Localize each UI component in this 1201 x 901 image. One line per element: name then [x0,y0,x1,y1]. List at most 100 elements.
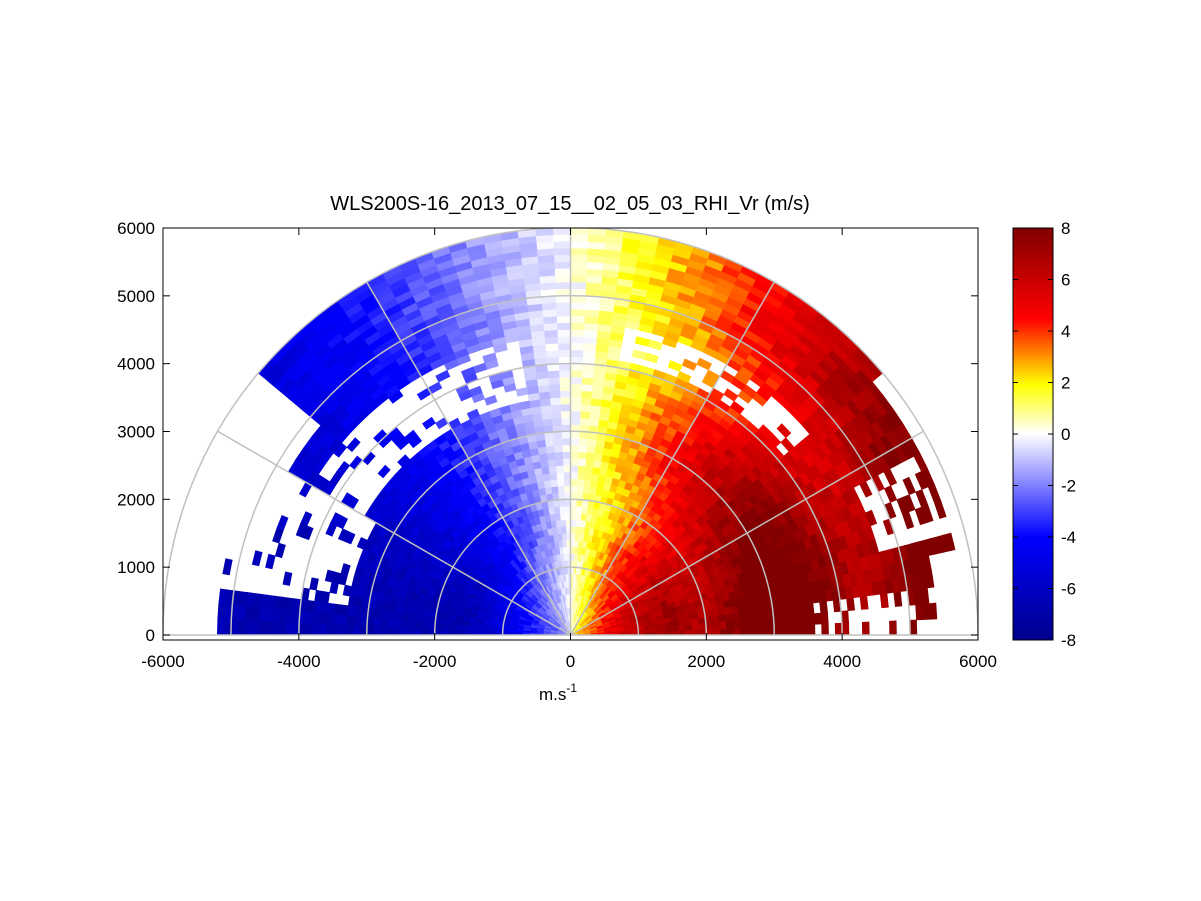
velocity-cell [339,614,348,626]
y-tick-label: 0 [146,626,155,645]
velocity-cell [551,417,562,426]
velocity-cell [441,617,450,625]
velocity-cell [581,370,594,379]
velocity-cell [580,512,587,521]
velocity-cell [484,394,498,406]
velocity-cell [237,620,246,636]
velocity-cell [902,476,916,496]
velocity-cell [558,369,571,378]
velocity-cell [643,352,659,364]
velocity-cell [574,532,580,541]
velocity-cell [758,608,768,619]
colorbar-tick-label: 2 [1061,374,1070,393]
y-tick-label: 5000 [117,287,155,306]
velocity-cell [773,625,782,636]
velocity-cell [244,606,253,622]
velocity-cell [325,623,334,636]
velocity-cell [541,308,557,318]
velocity-cell [913,452,928,472]
velocity-cell [692,629,700,636]
velocity-cell [884,485,898,503]
velocity-cell [554,274,571,283]
velocity-cell [538,275,556,284]
x-axis-label: m.s-1 [539,681,577,704]
velocity-cell [557,485,565,494]
velocity-cell [394,611,403,621]
velocity-cell [563,485,571,493]
velocity-cell [541,302,557,311]
velocity-cell [421,615,430,623]
velocity-cell [284,622,293,636]
velocity-cell [549,397,561,406]
y-tick-label: 4000 [117,355,155,374]
velocity-cell [552,437,563,446]
velocity-cell [570,349,584,358]
velocity-cell [257,621,266,636]
velocity-cell [407,620,416,629]
velocity-cell [271,621,280,636]
velocity-cell [725,620,734,629]
velocity-cell [570,417,581,426]
velocity-cell [312,612,321,625]
velocity-cell [580,506,588,515]
velocity-cell [570,396,582,405]
velocity-cell [865,509,878,527]
velocity-cell [752,618,761,628]
velocity-cell [586,445,596,454]
velocity-cell [570,390,582,398]
colorbar-tick-label: -6 [1061,580,1076,599]
velocity-cell [746,618,755,628]
velocity-cell [422,608,431,617]
velocity-cell [555,301,571,310]
velocity-cell [329,581,339,595]
velocity-cell [218,588,228,606]
velocity-cell [325,522,337,537]
velocity-cell [557,342,571,351]
velocity-cell [557,335,571,344]
velocity-cell [841,622,850,636]
velocity-cell [578,444,588,453]
velocity-cell [373,617,382,628]
velocity-cell [380,609,390,620]
velocity-cell [570,308,586,317]
velocity-cell [760,626,768,636]
velocity-cell [559,383,571,392]
velocity-cell [558,505,566,514]
velocity-cell [468,625,477,632]
velocity-cell [560,403,571,412]
velocity-cell [805,602,815,615]
velocity-cell [561,430,571,439]
velocity-cell [570,228,589,236]
velocity-cell [631,349,647,360]
velocity-cell [738,611,747,621]
velocity-cell [560,410,571,419]
velocity-cell [414,614,423,623]
velocity-cell [400,619,409,629]
velocity-cell [407,627,415,636]
velocity-cell [570,451,579,459]
velocity-cell [711,615,720,623]
velocity-cell [547,370,560,379]
x-tick-label: 2000 [687,652,725,671]
velocity-cell [353,615,362,627]
velocity-cell [353,606,363,618]
velocity-cell [461,625,470,631]
velocity-cell [745,610,754,620]
velocity-cell [264,621,273,636]
velocity-cell [647,339,663,351]
velocity-cell [346,615,355,626]
velocity-cell [813,612,822,625]
velocity-cell [584,302,600,311]
velocity-cell [274,542,286,559]
velocity-cell [570,505,577,514]
colorbar-tick-label: 8 [1061,219,1070,238]
velocity-cell [574,519,581,528]
velocity-cell [332,624,341,636]
velocity-cell [732,619,741,629]
velocity-cell [554,451,564,460]
velocity-cell [580,383,593,392]
velocity-cell [893,591,903,607]
velocity-cell [563,492,571,500]
velocity-cell [553,261,571,269]
